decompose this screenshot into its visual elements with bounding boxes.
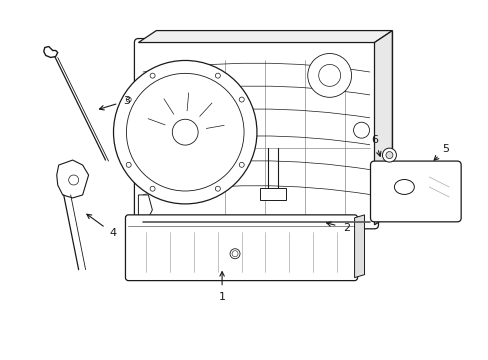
Circle shape — [215, 186, 220, 191]
Text: 4: 4 — [109, 228, 116, 238]
Text: 6: 6 — [370, 135, 377, 145]
Circle shape — [229, 249, 240, 259]
Text: 1: 1 — [218, 292, 225, 302]
Text: 3: 3 — [123, 96, 130, 106]
Circle shape — [215, 73, 220, 78]
Circle shape — [239, 162, 244, 167]
Polygon shape — [138, 195, 152, 218]
Circle shape — [150, 186, 155, 191]
Polygon shape — [260, 188, 285, 200]
Circle shape — [126, 97, 131, 102]
Polygon shape — [138, 31, 392, 42]
Text: 5: 5 — [441, 144, 448, 154]
Circle shape — [113, 60, 256, 204]
Circle shape — [126, 162, 131, 167]
Circle shape — [353, 122, 369, 138]
Circle shape — [239, 97, 244, 102]
Polygon shape — [374, 31, 392, 225]
Circle shape — [307, 54, 351, 97]
FancyBboxPatch shape — [370, 161, 460, 222]
Polygon shape — [354, 215, 364, 278]
FancyBboxPatch shape — [125, 215, 357, 280]
Circle shape — [172, 119, 198, 145]
Circle shape — [150, 73, 155, 78]
Polygon shape — [57, 160, 88, 198]
Circle shape — [385, 152, 392, 159]
Circle shape — [382, 148, 396, 162]
FancyBboxPatch shape — [134, 39, 378, 229]
Text: 2: 2 — [342, 223, 349, 233]
